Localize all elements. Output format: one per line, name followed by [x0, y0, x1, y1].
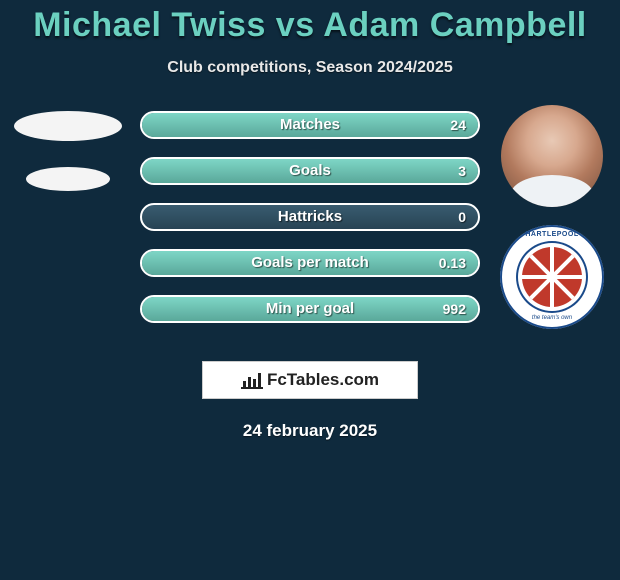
stat-value-right: 3 [458, 159, 466, 183]
page-title: Michael Twiss vs Adam Campbell [0, 0, 620, 45]
bar-chart-icon [241, 371, 263, 389]
stat-bar: Min per goal992 [140, 295, 480, 323]
stat-label: Min per goal [142, 297, 478, 321]
stat-label: Hattricks [142, 205, 478, 229]
player-left-photo-placeholder [14, 111, 122, 141]
player-right-club-badge: HARTLEPOOL the team's own [500, 225, 604, 329]
stat-label: Matches [142, 113, 478, 137]
player-left-club-placeholder [26, 167, 110, 191]
stat-bar: Goals per match0.13 [140, 249, 480, 277]
player-right-photo [501, 105, 603, 207]
club-badge-top-text: HARTLEPOOL [500, 231, 604, 238]
subtitle: Club competitions, Season 2024/2025 [0, 59, 620, 77]
brand-text: FcTables.com [267, 370, 379, 390]
stat-label: Goals per match [142, 251, 478, 275]
stats-bars: Matches24 Goals3 Hattricks0 Goals per match… [140, 111, 480, 341]
brand-watermark: FcTables.com [202, 361, 418, 399]
player-right-column: HARTLEPOOL the team's own [492, 105, 612, 329]
stat-bar: Goals3 [140, 157, 480, 185]
stat-value-right: 0.13 [439, 251, 466, 275]
stat-value-right: 992 [443, 297, 466, 321]
stat-label: Goals [142, 159, 478, 183]
club-badge-bottom-text: the team's own [500, 315, 604, 321]
club-badge-wheel-icon [522, 247, 582, 307]
stat-value-right: 0 [458, 205, 466, 229]
stat-bar: Matches24 [140, 111, 480, 139]
stat-bar: Hattricks0 [140, 203, 480, 231]
player-left-column [8, 111, 128, 191]
comparison-panel: Matches24 Goals3 Hattricks0 Goals per match… [0, 111, 620, 361]
stat-value-right: 24 [450, 113, 466, 137]
date-text: 24 february 2025 [0, 421, 620, 441]
